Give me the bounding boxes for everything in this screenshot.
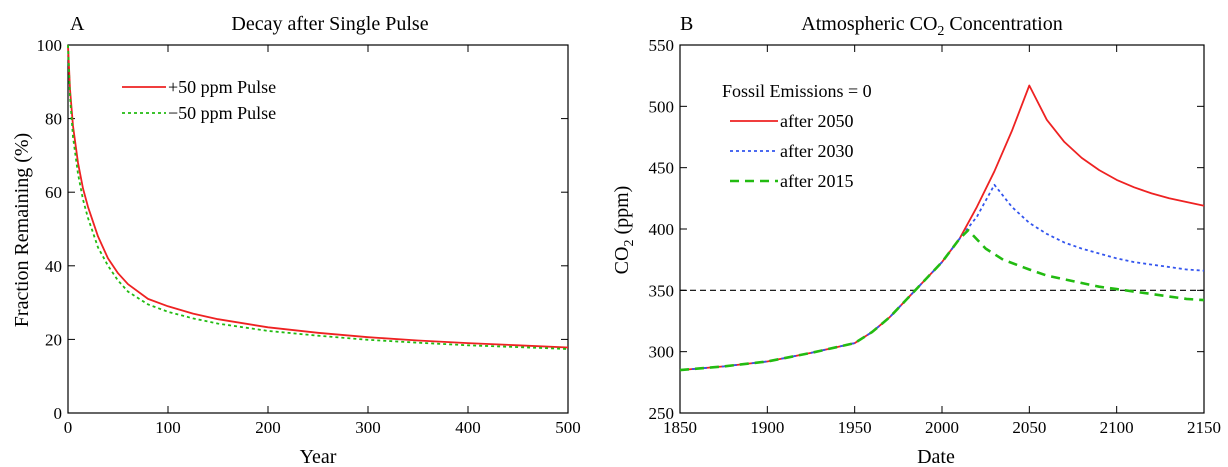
panel-a-x-axis-label: Year: [300, 446, 337, 467]
panel-b-title-main: Atmospheric CO: [801, 13, 937, 35]
panel-b-y-label-main: CO: [611, 247, 633, 275]
panel-a-x-tick-label: 100: [155, 418, 181, 437]
panel-b-x-axis-label: Date: [917, 446, 955, 467]
panel-b-legend-title: Fossil Emissions = 0: [722, 81, 872, 101]
panel-b-y-tick-label: 250: [649, 404, 675, 423]
panel-b-legend-label: after 2030: [780, 141, 853, 161]
panel-b-y-tick-label: 300: [649, 343, 675, 362]
panel-a-legend: +50 ppm Pulse −50 ppm Pulse: [122, 77, 276, 123]
panel-b-series-line: [679, 183, 1205, 371]
panel-a: A Decay after Single Pulse Year Fraction…: [11, 13, 581, 467]
panel-b-x-tick-label: 1850: [663, 418, 697, 437]
panel-a-y-tick-label: 20: [45, 330, 62, 349]
panel-a-title: Decay after Single Pulse: [231, 13, 428, 35]
panel-b-y-label-sub: 2: [622, 240, 637, 247]
panel-b-y-label-tail: (ppm): [611, 186, 633, 240]
panel-b-title: Atmospheric CO2 Concentration: [801, 13, 1062, 39]
panel-a-legend-label: +50 ppm Pulse: [168, 77, 276, 97]
panel-b: B Atmospheric CO2 Concentration Date CO2…: [611, 13, 1221, 467]
panel-b-x-tick-label: 2000: [925, 418, 959, 437]
panel-b-y-tick-label: 350: [649, 281, 675, 300]
panel-b-x-tick-label: 2150: [1187, 418, 1221, 437]
panel-a-letter: A: [70, 13, 85, 35]
panel-b-legend: after 2050 after 2030 after 2015: [730, 111, 853, 191]
panel-b-x-tick-label: 1900: [750, 418, 784, 437]
panel-b-legend-label: after 2015: [780, 171, 853, 191]
panel-b-y-tick-label: 450: [649, 159, 675, 178]
panel-b-lines: [679, 84, 1205, 372]
panel-b-y-axis-label: CO2 (ppm): [611, 186, 637, 275]
panel-b-title-sub: 2: [937, 24, 944, 39]
panel-a-series-line: [67, 44, 569, 349]
panel-b-letter: B: [680, 13, 693, 35]
panel-b-x-tick-label: 2100: [1100, 418, 1134, 437]
panel-a-x-tick-label: 300: [355, 418, 381, 437]
panel-b-series-line: [679, 228, 1205, 372]
panel-b-legend-label: after 2050: [780, 111, 853, 131]
panel-b-title-tail: Concentration: [944, 13, 1062, 35]
panel-b-x-tick-label: 1950: [838, 418, 872, 437]
panel-a-x-tick-label: 0: [64, 418, 73, 437]
panel-a-y-tick-label: 0: [54, 404, 63, 423]
panel-b-y-tick-label: 400: [649, 220, 675, 239]
panel-b-ticks: 1850 1900 1950 2000 2050 2100 2150 250 300 350 400…: [649, 36, 1222, 437]
panel-a-ticks: 0 100 200 300 400 500 0 20 40 60 80 100: [37, 36, 581, 437]
panel-b-y-tick-label: 500: [649, 97, 675, 116]
panel-a-x-tick-label: 200: [255, 418, 281, 437]
panel-b-x-tick-label: 2050: [1012, 418, 1046, 437]
panel-b-y-tick-label: 550: [649, 36, 675, 55]
panel-a-legend-label: −50 ppm Pulse: [168, 103, 276, 123]
panel-a-x-tick-label: 400: [455, 418, 481, 437]
panel-a-y-tick-label: 60: [45, 183, 62, 202]
panel-a-plot-frame: [67, 44, 569, 414]
panel-a-lines: [67, 44, 569, 350]
panel-a-y-tick-label: 40: [45, 257, 62, 276]
panel-a-y-tick-label: 100: [37, 36, 63, 55]
panel-a-y-axis-label: Fraction Remaining (%): [11, 133, 33, 327]
panel-a-x-tick-label: 500: [555, 418, 581, 437]
panel-a-y-tick-label: 80: [45, 110, 62, 129]
panel-a-series-line: [67, 44, 569, 350]
panel-b-series-line: [679, 84, 1205, 371]
